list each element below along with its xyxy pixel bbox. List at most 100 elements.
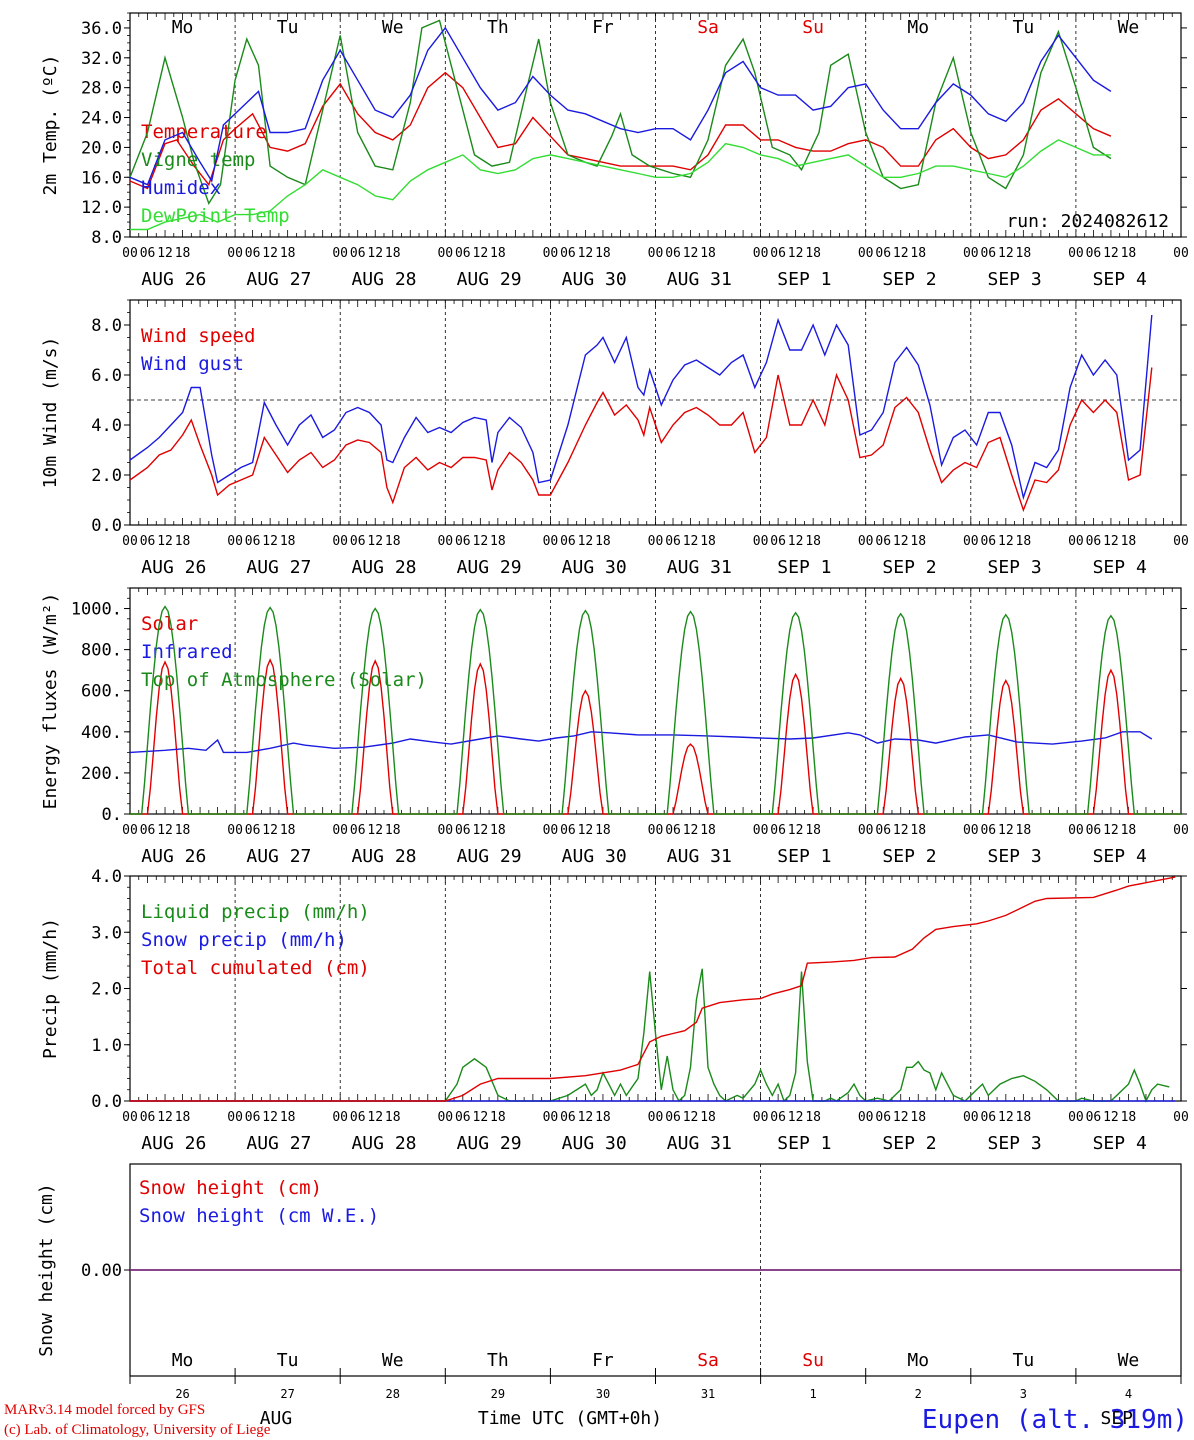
x-hour-label: 12 [473,246,489,261]
x-hour-label: 18 [595,534,611,549]
x-hour-label: 18 [700,823,716,838]
y-tick-label: 6.0 [91,366,122,386]
y-tick-label: 0.0 [91,516,122,536]
x-hour-label: 00 [753,246,769,261]
weekday-label: Mo [172,1350,194,1371]
x-day-label: AUG 31 [667,269,732,290]
x-day-label: AUG 30 [562,1133,627,1154]
panel-5: 0.00 Snow height (cm) Mo 26 Tu 27 We 28 Th 29 Fr 30… [36,1163,1182,1429]
x-hour-label: 18 [1016,1110,1032,1125]
x-hour-label: 06 [350,246,366,261]
x-day-label: AUG 28 [351,846,416,867]
y-axis-label: 2m Temp. (ºC) [40,55,61,196]
x-hour-label: 12 [788,823,804,838]
x-day-label: SEP 4 [1093,557,1147,578]
x-day-label: SEP 3 [987,1133,1041,1154]
y-tick-label: 0.0 [91,1092,122,1112]
x-hour-label: 06 [665,823,681,838]
x-day-label: AUG 29 [457,846,522,867]
x-hour-label: 12 [367,534,383,549]
x-hour-label: 06 [770,534,786,549]
legend-entry: Liquid precip (mm/h) [141,901,370,923]
x-day-label: SEP 3 [987,846,1041,867]
legend-entry: Top of Atmosphere (Solar) [141,669,427,691]
x-hour-label: 18 [490,823,506,838]
y-axis-label: Energy fluxes (W/m²) [40,593,61,810]
x-hour-label: 12 [998,823,1014,838]
x-hour-label: 06 [875,534,891,549]
x-hour-label: 12 [893,823,909,838]
x-hour-label: 18 [595,246,611,261]
y-tick-label: 800. [81,641,122,661]
x-hour-label: 06 [455,246,471,261]
x-hour-label: 12 [998,246,1014,261]
x-hour-label: 00 [437,534,453,549]
y-tick-label: 8.0 [91,228,122,248]
y-tick-label: 4.0 [91,416,122,436]
x-day-label: AUG 27 [246,269,311,290]
legend-entry: Humidex [141,177,221,199]
x-hour-label: 00 [437,1110,453,1125]
x-hour-label: 18 [910,823,926,838]
x-day-label: SEP 4 [1093,269,1147,290]
x-hour-label: 12 [1103,823,1119,838]
x-hour-label: 12 [473,534,489,549]
weekday-label: Su [802,1350,824,1371]
x-day-label: SEP 2 [882,269,936,290]
meteogram-panels: 8.012.016.020.024.028.032.036.02m Temp. … [36,12,1189,1429]
x-hour-label: 00 [648,534,664,549]
x-day-label: AUG 30 [562,846,627,867]
x-hour-label: 18 [700,246,716,261]
x-hour-label: 12 [157,246,173,261]
x-hour-label: 06 [455,1110,471,1125]
x-hour-label: 06 [1086,823,1102,838]
x-hour-label: 12 [367,823,383,838]
legend-entry: Wind gust [141,353,244,375]
x-hour-label: 00 [1068,823,1084,838]
x-day-label: AUG 28 [351,1133,416,1154]
legend-entry: Snow height (cm W.E.) [139,1205,379,1227]
x-hour-label: 06 [140,246,156,261]
day-number-label: 28 [386,1387,400,1401]
y-axis-label: 10m Wind (m/s) [40,337,61,489]
x-hour-label: 06 [560,823,576,838]
x-hour-label: 18 [280,246,296,261]
x-hour-label: 18 [385,246,401,261]
x-hour-label: 00 [963,534,979,549]
x-hour-label: 06 [770,246,786,261]
x-hour-label: 12 [473,1110,489,1125]
x-day-label: SEP 2 [882,846,936,867]
x-hour-label: 12 [262,246,278,261]
x-hour-label: 00 [543,823,559,838]
x-hour-label: 06 [980,534,996,549]
x-hour-label: 18 [1016,534,1032,549]
y-tick-label: 36.0 [81,19,122,39]
y-tick-label: 12.0 [81,198,122,218]
x-hour-label: 18 [280,1110,296,1125]
x-hour-label: 06 [350,534,366,549]
x-hour-label: 18 [1016,823,1032,838]
y-tick-label: 2.0 [91,980,122,1000]
y-tick-label: 1000. [71,600,122,620]
x-day-label: AUG 31 [667,846,732,867]
x-hour-label: 18 [385,1110,401,1125]
weekday-title: We [382,17,404,38]
series-line-3 [130,605,1181,815]
weekday-title: We [1118,17,1140,38]
x-hour-label: 12 [578,246,594,261]
x-hour-label: 06 [140,1110,156,1125]
x-hour-label: 12 [998,534,1014,549]
x-hour-label: 00 [1068,246,1084,261]
x-hour-label: 06 [665,534,681,549]
x-hour-label: 06 [770,1110,786,1125]
x-hour-label: 06 [455,823,471,838]
x-hour-label: 12 [1103,534,1119,549]
x-hour-label: 18 [700,1110,716,1125]
x-hour-label: 12 [578,534,594,549]
x-day-label: AUG 31 [667,557,732,578]
lab-credit: (c) Lab. of Climatology, University of L… [4,1422,271,1438]
x-hour-label: 06 [875,823,891,838]
x-hour-label: 06 [875,246,891,261]
x-hour-label: 00 [648,823,664,838]
